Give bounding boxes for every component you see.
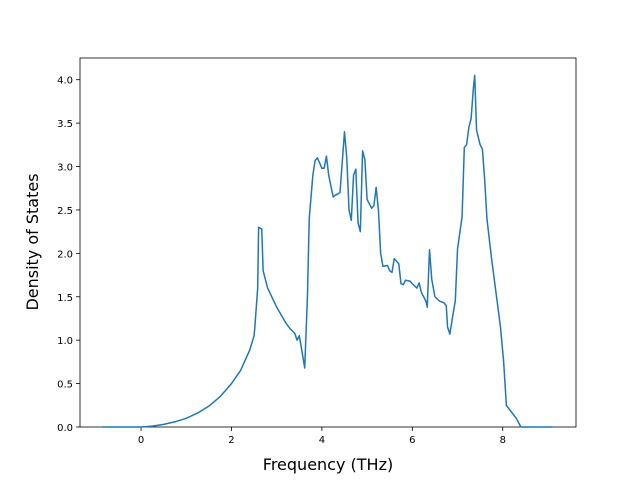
y-tick-label: 2.0 — [57, 249, 73, 260]
dos-line — [102, 74, 553, 428]
y-tick-label: 1.5 — [57, 293, 73, 304]
plot-frame — [79, 57, 577, 428]
x-tick-label: 0 — [138, 435, 144, 446]
y-tick-label: 3.5 — [57, 119, 73, 130]
x-axis-label: Frequency (THz) — [263, 455, 393, 474]
x-tick-label: 6 — [409, 435, 415, 446]
x-tick-label: 2 — [228, 435, 234, 446]
y-tick-label: 0.0 — [57, 423, 73, 434]
x-tick-label: 8 — [500, 435, 506, 446]
y-axis-label: Density of States — [23, 173, 42, 310]
y-tick-label: 3.0 — [57, 163, 73, 174]
x-tick-label: 4 — [319, 435, 325, 446]
y-tick-label: 4.0 — [57, 76, 73, 87]
y-tick-label: 1.0 — [57, 336, 73, 347]
y-tick-label: 0.5 — [57, 380, 73, 391]
y-tick-label: 2.5 — [57, 206, 73, 217]
